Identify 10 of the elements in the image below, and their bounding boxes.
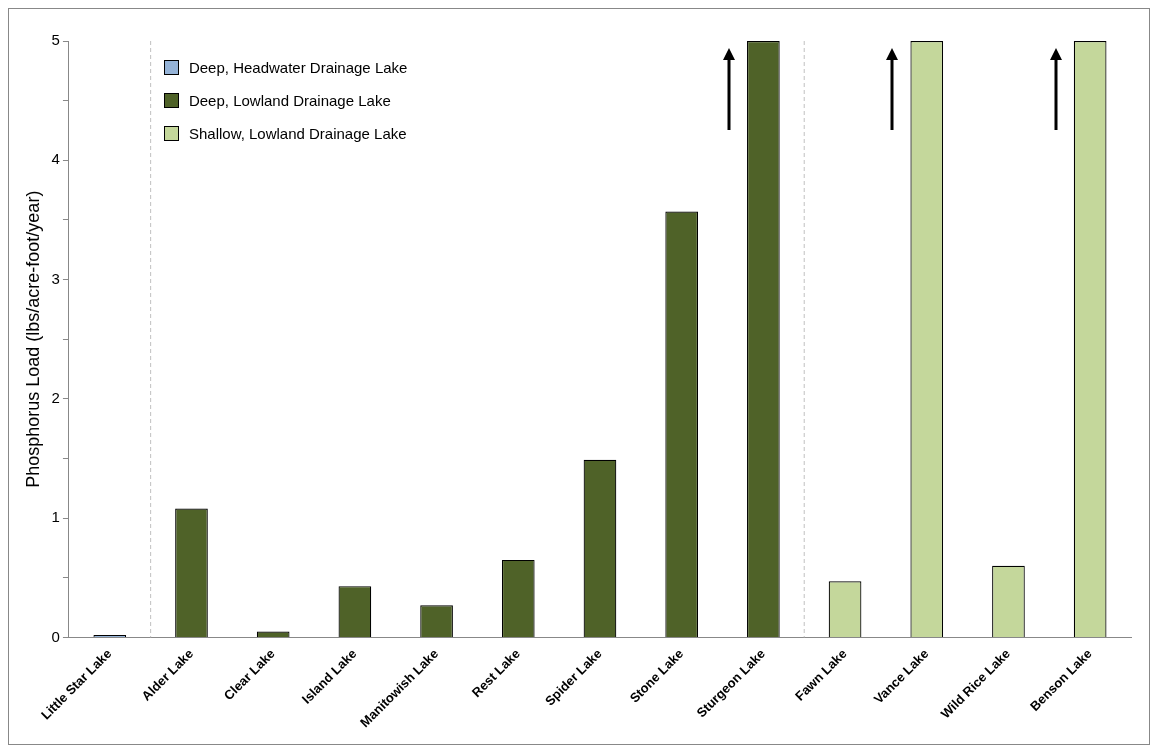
y-tick-label: 5 bbox=[51, 31, 60, 49]
y-tick-label: 1 bbox=[51, 508, 60, 526]
y-tick-label: 0 bbox=[51, 627, 60, 645]
y-tick-label: 3 bbox=[51, 269, 60, 287]
y-tick-label: 2 bbox=[51, 388, 60, 406]
y-axis-title: Phosphorus Load (lbs/acre-foot/year) bbox=[22, 190, 43, 488]
legend-label: Shallow, Lowland Drainage Lake bbox=[188, 125, 407, 142]
legend-label: Deep, Lowland Drainage Lake bbox=[188, 92, 391, 109]
legend-label: Deep, Headwater Drainage Lake bbox=[188, 59, 408, 76]
y-tick-label: 4 bbox=[51, 150, 60, 168]
